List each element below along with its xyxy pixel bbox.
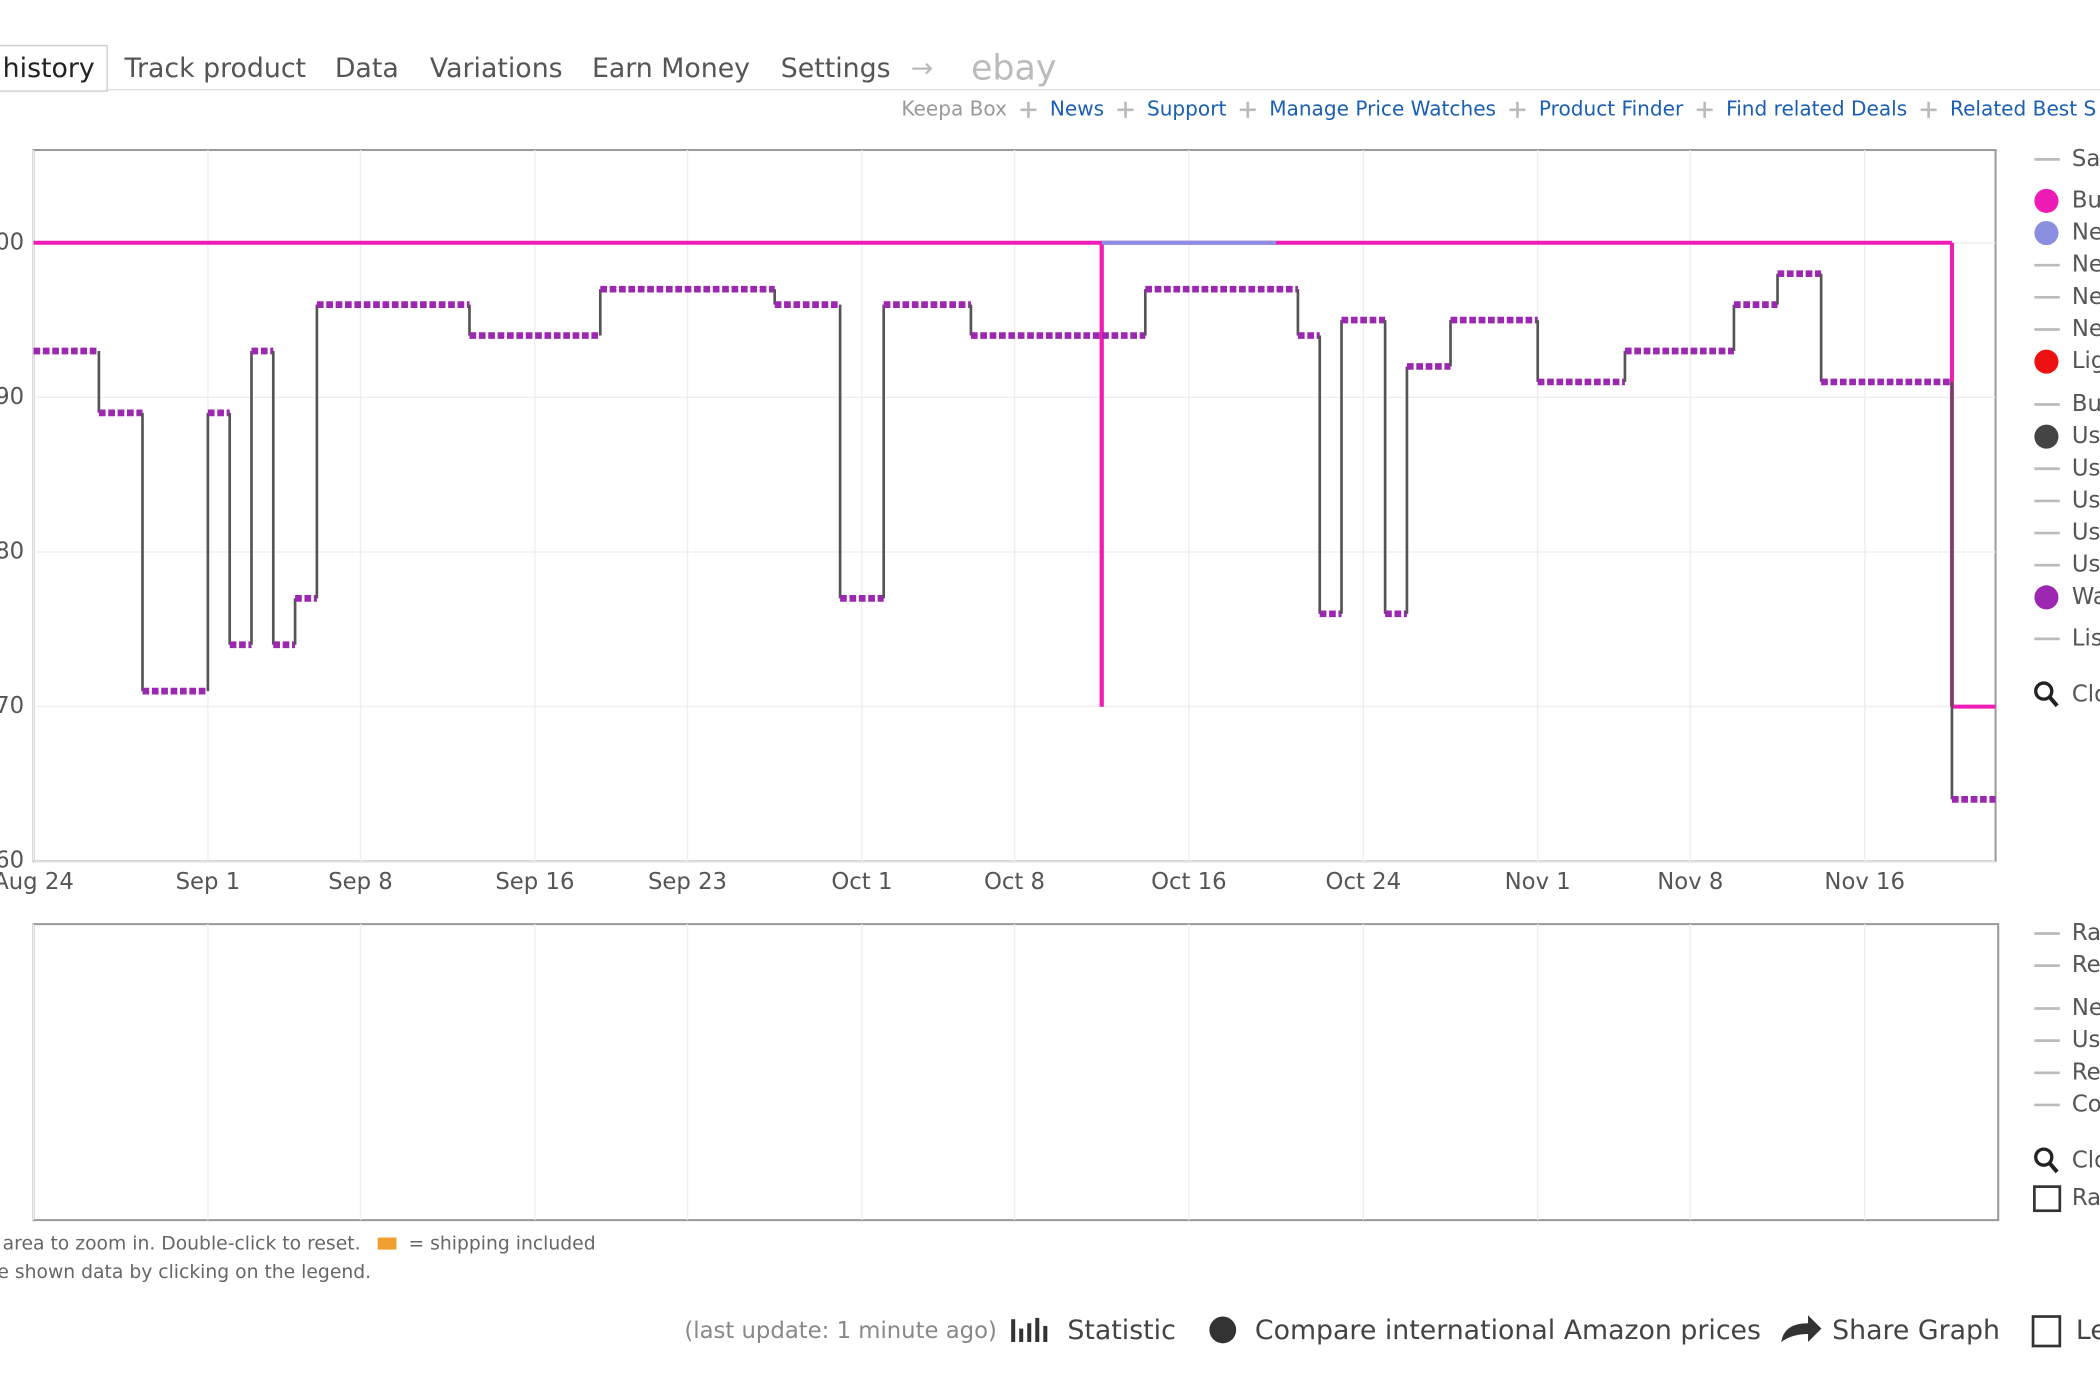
nav-link[interactable]: Product Finder [1539, 96, 1684, 120]
legend-entry[interactable]: Us [2072, 1027, 2100, 1053]
link-separator [1239, 101, 1256, 118]
nav-link[interactable]: Support [1147, 96, 1226, 120]
tab[interactable]: history [3, 53, 95, 84]
legend-entry[interactable]: Ne [2072, 252, 2100, 278]
search-icon [2034, 681, 2054, 701]
x-tick-label: Sep 1 [176, 869, 241, 895]
statistic-link[interactable]: Statistic [1067, 1315, 1175, 1346]
link-separator [1509, 101, 1526, 118]
legend-entry[interactable]: Bu [2072, 187, 2100, 213]
nav-link: Keepa Box [901, 96, 1007, 120]
legend-dot [2034, 585, 2059, 610]
calendar-icon [2033, 1185, 2062, 1213]
legend-entry[interactable]: Ra [2072, 1185, 2100, 1211]
legend-entry[interactable]: Us [2072, 552, 2100, 578]
tab[interactable]: Variations [430, 53, 563, 84]
legend-entry[interactable]: Bu [2072, 391, 2100, 417]
legend-entry[interactable]: Ne [2072, 284, 2100, 310]
statistic-icon [1011, 1317, 1048, 1342]
legend-entry[interactable]: Re [2072, 952, 2100, 978]
x-tick-label: Sep 16 [495, 869, 574, 895]
note: = shipping included [408, 1234, 595, 1255]
y-tick-label: 90 [0, 384, 24, 410]
link-separator [1020, 101, 1037, 118]
legend-entry[interactable]: Us [2072, 455, 2100, 481]
legend-dot [2034, 349, 2059, 374]
note: area to zoom in. Double-click to reset. [3, 1234, 361, 1255]
tab[interactable]: Track product [124, 53, 307, 84]
legend-entry[interactable]: Ne [2072, 220, 2100, 246]
legend-entry[interactable]: Re [2072, 1059, 2100, 1085]
note: e shown data by clicking on the legend. [0, 1262, 371, 1283]
legend-entry[interactable]: Co [2072, 1091, 2100, 1117]
search-icon [2034, 1147, 2054, 1167]
nav-link[interactable]: Find related Deals [1726, 96, 1907, 120]
legend-entry[interactable]: Ne [2072, 995, 2100, 1021]
legend-entry[interactable]: Us [2072, 487, 2100, 513]
y-tick-label: 70 [0, 693, 24, 719]
legend-dot [2034, 188, 2059, 213]
legend-entry[interactable]: Lis [2072, 625, 2100, 651]
tab[interactable]: → [911, 53, 933, 84]
tab[interactable]: Earn Money [592, 53, 750, 84]
x-tick-label: Oct 8 [984, 869, 1045, 895]
x-tick-label: Oct 1 [831, 869, 892, 895]
truck-icon [377, 1237, 397, 1250]
share-icon [1781, 1315, 1822, 1342]
globe-icon [1209, 1316, 1237, 1344]
link-separator [1696, 101, 1713, 118]
x-tick-label: Oct 16 [1151, 869, 1227, 895]
tab[interactable]: Settings [781, 53, 891, 84]
compare-link[interactable]: Compare international Amazon prices [1255, 1315, 1761, 1346]
legend-entry[interactable]: Ne [2072, 316, 2100, 342]
y-tick-label: 80 [0, 538, 24, 564]
legend-entry[interactable]: Ra [2072, 920, 2100, 946]
x-tick-label: Sep 8 [328, 869, 393, 895]
legend-entry[interactable]: Wa [2072, 584, 2100, 610]
search-icon [2047, 695, 2059, 708]
active-tab [0, 44, 108, 92]
link-separator [1920, 101, 1937, 118]
x-tick-label: Aug 24 [0, 869, 74, 895]
legend-entry[interactable]: Us [2072, 520, 2100, 546]
x-tick-label: Oct 24 [1326, 869, 1402, 895]
legend-entry[interactable]: Clo [2072, 682, 2100, 708]
y-tick-label: 00 [0, 229, 24, 255]
tab[interactable]: Data [335, 53, 399, 84]
nav-link[interactable]: Manage Price Watches [1269, 96, 1496, 120]
nav-link[interactable]: Related Best S [1950, 96, 2096, 120]
legend-dot [2034, 424, 2059, 449]
legend-entry[interactable]: Clo [2072, 1148, 2100, 1174]
x-tick-label: Sep 23 [648, 869, 727, 895]
x-tick-label: Nov 16 [1824, 869, 1905, 895]
share-link[interactable]: Share Graph [1832, 1315, 2000, 1346]
nav-link[interactable]: News [1050, 96, 1104, 120]
more-link[interactable]: Le [2076, 1315, 2100, 1346]
search-icon [2047, 1161, 2059, 1174]
legend-dot [2034, 221, 2059, 246]
legend-entry[interactable]: Lig [2072, 348, 2100, 374]
legend-entry[interactable]: Sal [2072, 146, 2100, 172]
tab[interactable]: ebay [971, 49, 1056, 89]
legend-entry[interactable]: Us [2072, 423, 2100, 449]
y-tick-label: 60 [0, 848, 24, 874]
x-tick-label: Nov 8 [1657, 869, 1723, 895]
list-icon [2031, 1315, 2062, 1348]
x-tick-label: Nov 1 [1505, 869, 1571, 895]
last-update: (last update: 1 minute ago) [684, 1318, 997, 1344]
link-separator [1117, 101, 1134, 118]
